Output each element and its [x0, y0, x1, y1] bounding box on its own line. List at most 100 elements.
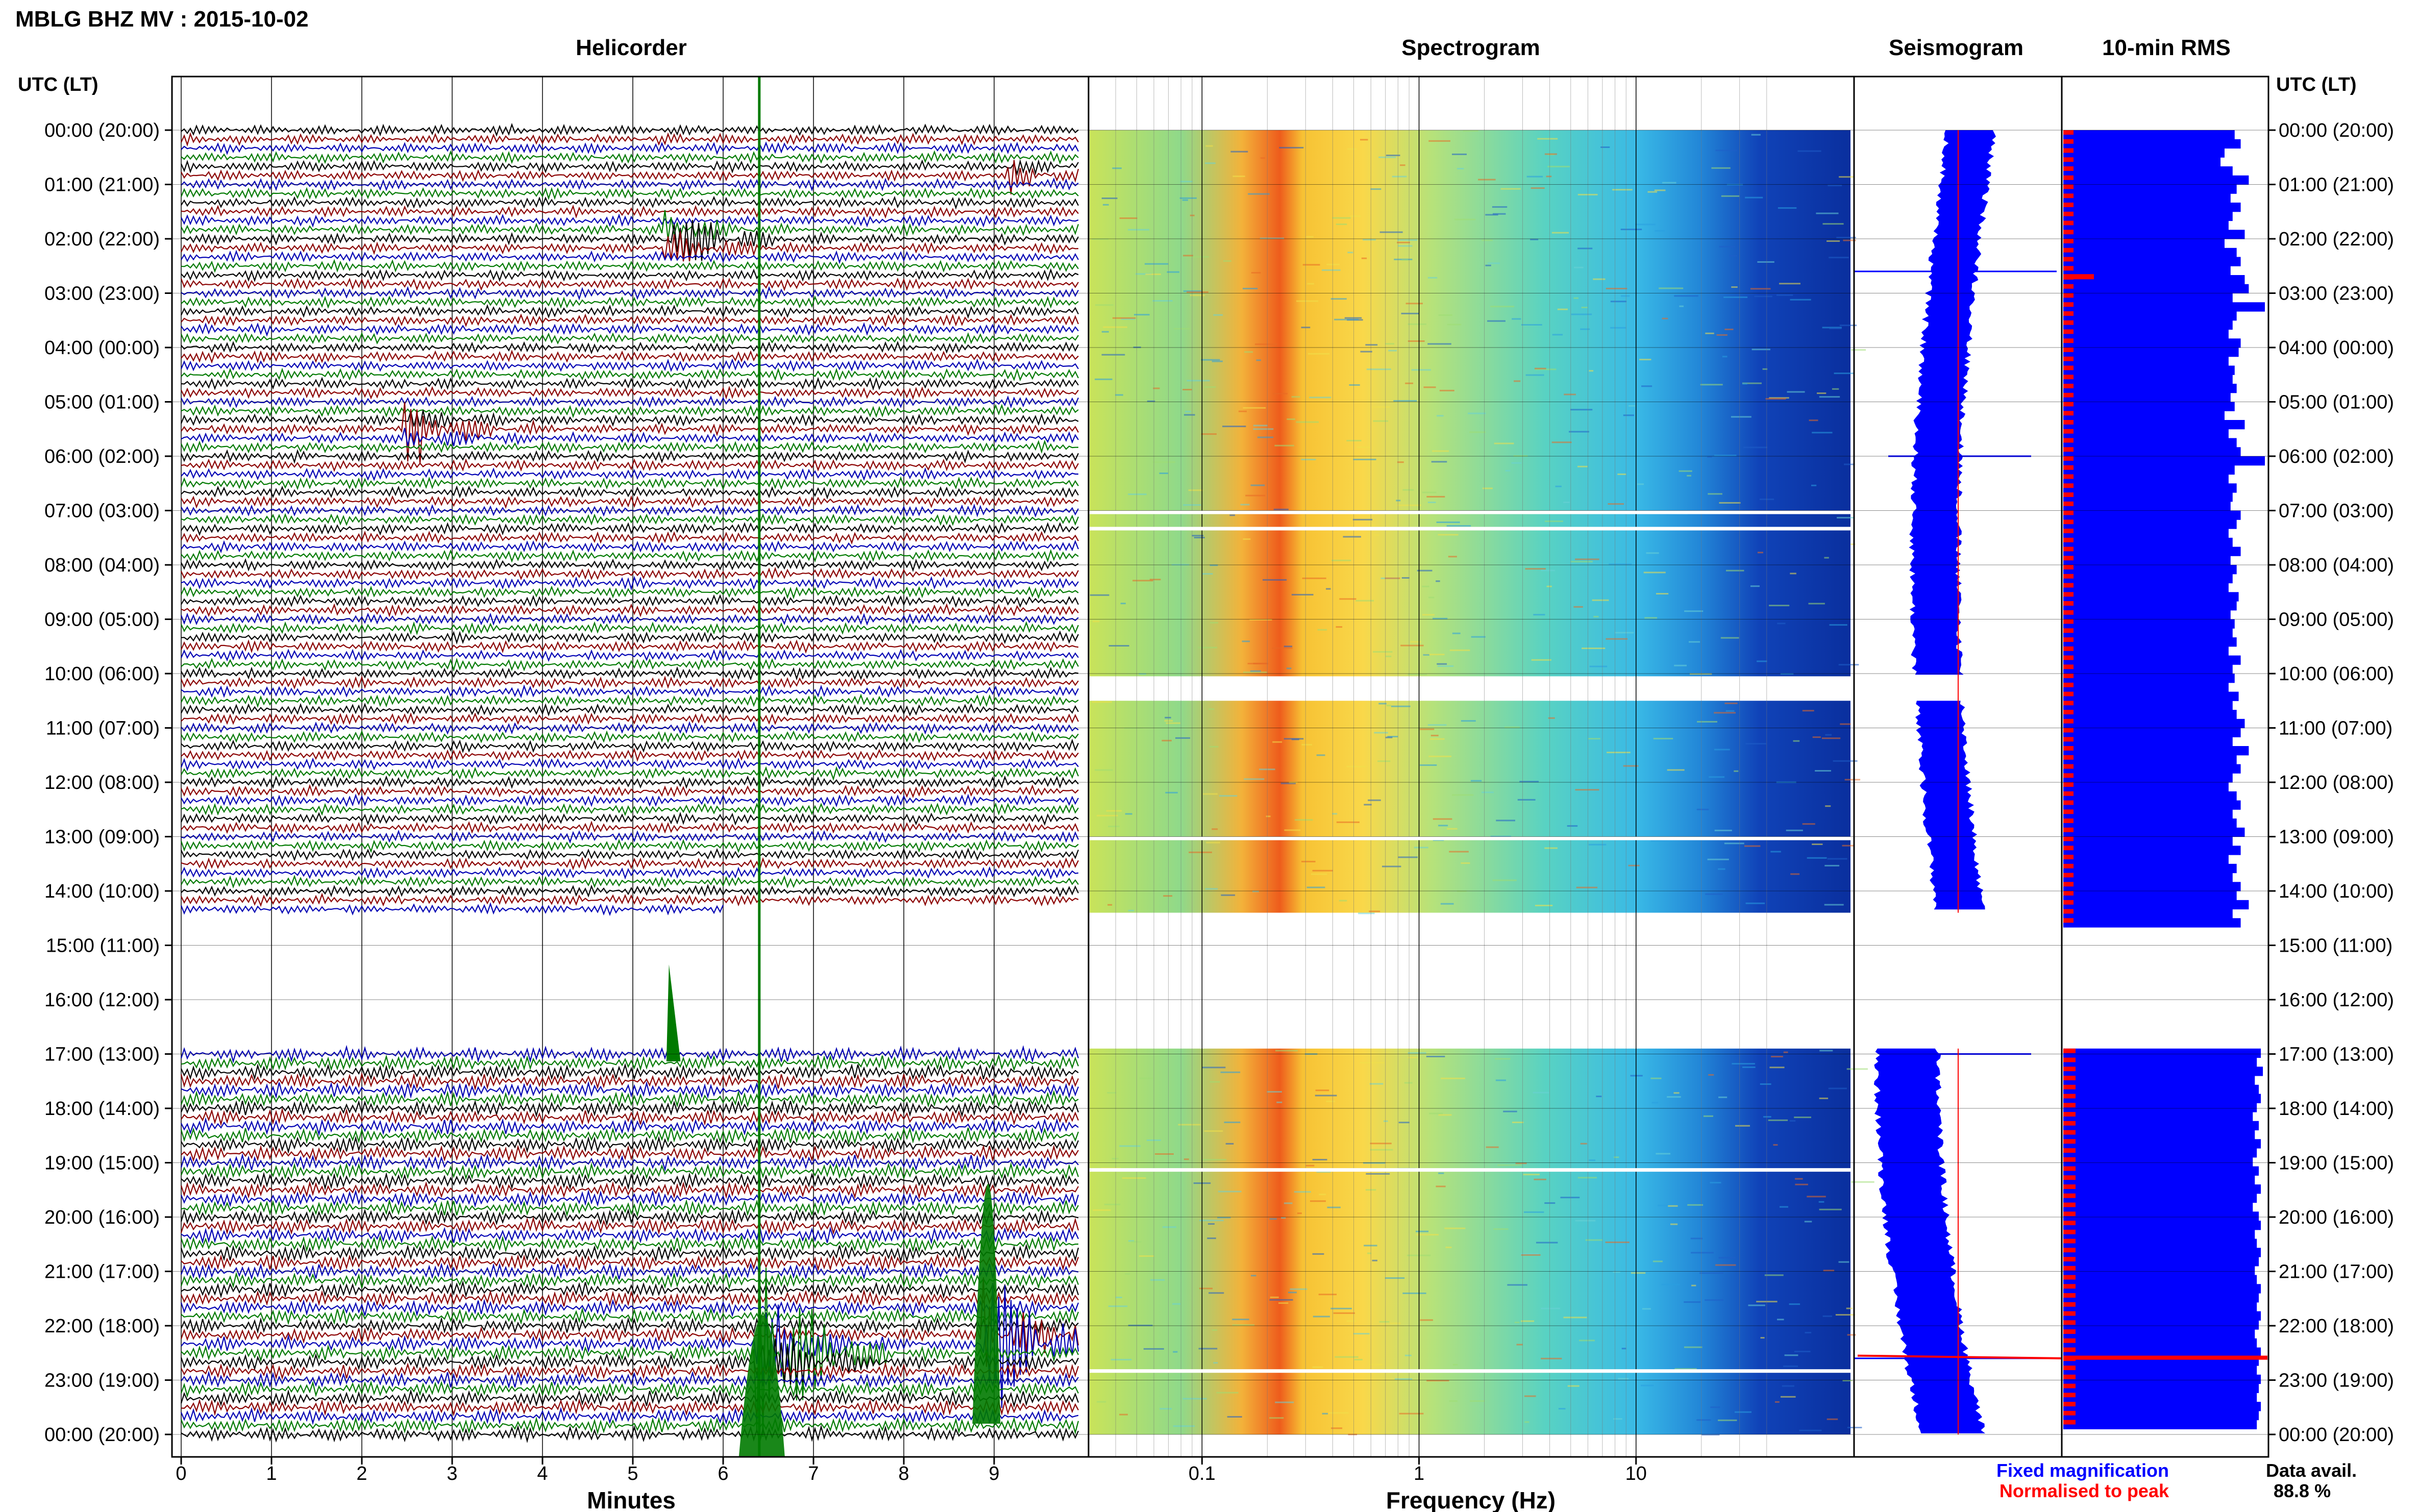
- hour-labels: 00:00 (20:00) 00:00 (20:00) 01:00 (21:00) 0…: [44, 120, 2394, 1446]
- rms-bar: [2063, 1293, 2259, 1303]
- helicorder-trace: [180, 1162, 1079, 1180]
- rms-normalised-bar: [2063, 1202, 2076, 1207]
- hour-label-left: 01:00 (21:00): [44, 175, 160, 196]
- spectrogram-texture: [1567, 1385, 1579, 1387]
- spectrogram-texture: [1364, 1245, 1377, 1247]
- spectrogram-texture: [1159, 1408, 1172, 1410]
- spectrogram-texture: [1780, 673, 1794, 675]
- spectrogram-texture: [1691, 1284, 1696, 1286]
- helicorder-trace: [181, 1144, 1079, 1162]
- rms-normalised-bar: [2063, 483, 2074, 488]
- spectrogram-texture: [1353, 1333, 1370, 1335]
- spectrogram-texture: [1519, 781, 1539, 783]
- spectrogram-texture: [1390, 1322, 1401, 1324]
- spectrogram-texture: [1370, 188, 1381, 190]
- spectrogram-texture: [1517, 799, 1536, 801]
- spectrogram-texture: [1336, 224, 1347, 225]
- rms-bar: [2063, 1067, 2263, 1076]
- rms-normalised-bar: [2063, 420, 2074, 425]
- spectrogram-texture: [1291, 593, 1314, 596]
- helicorder-trace: [181, 549, 1079, 563]
- rms-bar: [2063, 1311, 2261, 1321]
- spectrogram-texture: [1581, 307, 1588, 308]
- hour-label-right: 22:00 (18:00): [2279, 1316, 2394, 1337]
- helicorder-trace: [181, 132, 1079, 147]
- spectrogram-texture: [1163, 895, 1173, 897]
- helicorder-trace: [180, 1189, 1079, 1208]
- spectrogram-texture: [1210, 564, 1218, 566]
- rms-normalised-bar: [2063, 628, 2074, 633]
- hour-label-left: 00:00 (20:00): [44, 120, 160, 141]
- spectrogram-texture: [1802, 823, 1815, 825]
- spectrogram-texture: [1199, 1220, 1224, 1222]
- spectrogram-texture: [1544, 847, 1558, 849]
- spectrogram-texture: [1822, 1315, 1832, 1317]
- spectrogram-texture: [1687, 475, 1691, 477]
- spectrogram-texture: [1266, 815, 1271, 817]
- spectrogram-texture: [1725, 710, 1735, 712]
- spectrogram-texture: [1283, 646, 1293, 648]
- spectrogram-texture: [1162, 739, 1172, 741]
- hour-label-left: 19:00 (15:00): [44, 1153, 160, 1174]
- spectrogram-texture: [1514, 380, 1521, 382]
- spectrogram-texture: [1315, 1095, 1337, 1097]
- rms-bar: [2063, 501, 2231, 511]
- helicorder-trace: [181, 250, 1079, 264]
- spectrogram-texture: [1438, 314, 1452, 316]
- rms-bar: [2063, 547, 2241, 556]
- hour-label-right: 13:00 (09:00): [2279, 827, 2394, 848]
- spectrogram-texture: [1535, 905, 1553, 906]
- spectrogram-texture: [1128, 1240, 1134, 1242]
- hour-label-left: 13:00 (09:00): [44, 827, 160, 848]
- spectrogram-texture: [1570, 409, 1593, 411]
- spectrogram-texture: [1302, 577, 1326, 579]
- spectrogram-texture: [1697, 721, 1717, 723]
- rms-normalised-bar: [2063, 1184, 2076, 1189]
- spectrogram-texture: [1719, 502, 1741, 504]
- helicorder-trace: [181, 539, 1079, 554]
- helicorder-trace: [181, 304, 1079, 319]
- spectrogram-texture: [1825, 805, 1831, 807]
- spectrogram-texture: [1731, 286, 1738, 288]
- rms-normalised-bar: [2063, 257, 2074, 262]
- spectrogram-texture: [1606, 288, 1627, 289]
- spectrogram-texture: [1346, 1320, 1356, 1322]
- spectrogram-texture: [1828, 185, 1842, 187]
- spectrogram-texture: [1346, 765, 1366, 767]
- spectrogram-texture: [1339, 900, 1347, 902]
- helicorder-trace: [181, 150, 1079, 165]
- spectrogram-texture: [1570, 561, 1593, 563]
- rms-bar: [2063, 1130, 2255, 1139]
- spectrogram-texture: [1838, 1261, 1849, 1263]
- spectrogram-texture: [1812, 736, 1821, 738]
- hour-label-right: 00:00 (20:00): [2279, 1424, 2394, 1446]
- helicorder-xtick-label: 9: [989, 1463, 999, 1484]
- spectrogram-title: Spectrogram: [1401, 35, 1540, 60]
- helicorder-xtick-label: 0: [176, 1463, 186, 1484]
- spectrogram-texture: [1198, 1348, 1218, 1350]
- spectrogram-texture: [1610, 301, 1627, 303]
- spectrogram-texture: [1112, 1158, 1119, 1160]
- spectrogram-texture: [1760, 1083, 1771, 1085]
- spectrogram-texture: [1399, 1412, 1424, 1415]
- helicorder-trace: [181, 1199, 1079, 1218]
- rms-normalised-bar: [2063, 664, 2074, 670]
- rms-normalised-bar: [2063, 819, 2074, 823]
- rms-bar: [2063, 773, 2233, 783]
- rms-normalised-bar: [2063, 601, 2074, 606]
- spectrogram-texture: [1789, 1303, 1800, 1305]
- rms-normalised-bar: [2063, 1121, 2076, 1126]
- spectrogram-texture: [1163, 1226, 1176, 1228]
- helicorder-trace: [180, 1289, 1079, 1307]
- spectrogram-texture: [1092, 238, 1109, 240]
- spectrogram-texture: [1576, 886, 1598, 888]
- spectrogram-texture: [1525, 568, 1546, 570]
- rms-normalised-bar: [2063, 547, 2074, 552]
- helicorder-trace: [181, 231, 1079, 262]
- helicorder-trace: [180, 1380, 1079, 1399]
- spectrogram-texture: [1708, 1074, 1714, 1076]
- spectrogram-texture: [1426, 1380, 1449, 1382]
- spectrogram-texture: [1615, 632, 1634, 634]
- helicorder-trace: [181, 1253, 1079, 1272]
- spectrogram-texture: [1183, 1158, 1189, 1160]
